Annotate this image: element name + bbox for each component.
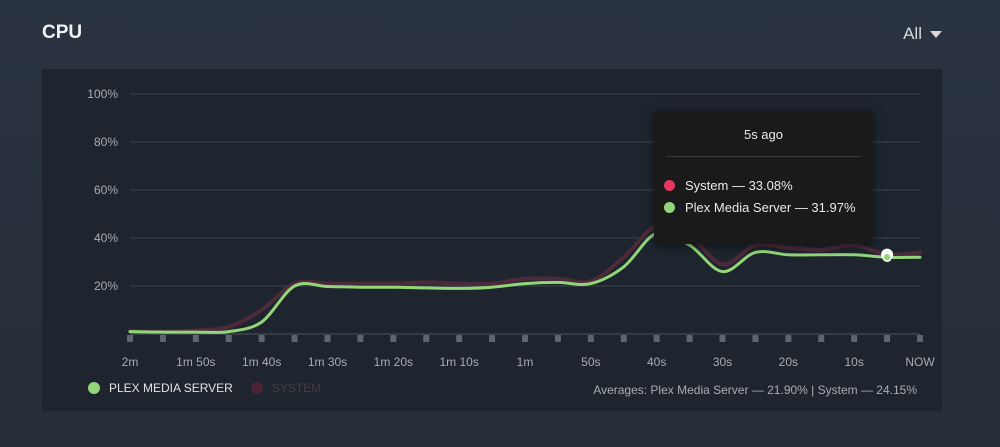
x-tick-marker [653, 335, 660, 342]
x-tick-marker [752, 335, 759, 342]
tooltip-system-value: System — 33.08% [685, 178, 793, 193]
x-tick-marker [851, 335, 858, 342]
x-tick-marker [357, 335, 364, 342]
plex-legend-dot-icon [88, 382, 100, 394]
x-tick-marker [522, 335, 528, 342]
y-tick-label: 100% [87, 87, 118, 101]
x-tick-marker [291, 335, 298, 342]
x-tick-marker [587, 335, 594, 342]
series-line-system [128, 223, 922, 334]
system-dot-icon [664, 180, 675, 191]
x-tick-label: 1m 40s [242, 355, 281, 369]
x-tick-label: 1m 50s [176, 355, 215, 369]
x-tick-marker [159, 335, 166, 342]
x-tick-label: 2m [122, 355, 139, 369]
y-tick-label: 80% [94, 135, 118, 149]
x-tick-label: 1m 30s [308, 355, 347, 369]
x-tick-label: 1m 20s [374, 355, 413, 369]
x-tick-marker [818, 335, 825, 342]
hover-point-plex [882, 252, 892, 263]
x-tick-marker [686, 335, 693, 342]
range-filter-label: All [903, 24, 922, 43]
x-tick-marker [489, 335, 496, 342]
range-filter-dropdown[interactable]: All [903, 24, 942, 44]
x-tick-marker [719, 335, 726, 342]
legend-label-plex: PLEX MEDIA SERVER [109, 381, 233, 395]
legend-item-plex[interactable]: PLEX MEDIA SERVER [88, 381, 233, 395]
x-tick-marker [258, 335, 265, 342]
x-tick-label: 1m 10s [439, 355, 478, 369]
x-tick-marker [390, 335, 397, 342]
x-tick-label: 40s [647, 355, 666, 369]
plex-dot-icon [664, 202, 675, 213]
legend-item-system[interactable]: SYSTEM [250, 381, 322, 395]
x-tick-label: 50s [581, 355, 600, 369]
x-tick-marker [192, 335, 199, 342]
caret-down-icon [930, 30, 942, 38]
system-legend-dot-icon [250, 382, 263, 394]
chart-tooltip: 5s ago System — 33.08% Plex Media Server… [654, 111, 873, 244]
x-tick-marker [127, 335, 133, 342]
x-tick-marker [620, 335, 627, 342]
x-tick-label: 30s [713, 355, 732, 369]
series-line-plex [128, 230, 922, 334]
x-tick-label: 10s [844, 355, 863, 369]
x-tick-label: NOW [905, 355, 935, 369]
y-tick-label: 60% [94, 183, 118, 197]
cpu-line-chart: 20% 40% 60% 80% 100% 2m 1m 50s 1m 40s 1m 30s 1m 2… [87, 87, 935, 369]
x-tick-label: 20s [779, 355, 798, 369]
x-tick-label: 1m [517, 355, 534, 369]
tooltip-row-system: System — 33.08% [664, 178, 793, 193]
y-tick-label: 40% [94, 231, 118, 245]
legend-label-system: SYSTEM [271, 381, 322, 395]
x-tick-marker [917, 335, 923, 342]
averages-text: Averages: Plex Media Server — 21.90% | S… [593, 383, 917, 397]
x-tick-marker [884, 335, 891, 342]
x-tick-marker [456, 335, 463, 342]
x-tick-marker [785, 335, 792, 342]
x-tick-marker [225, 335, 232, 342]
chart-legend: PLEX MEDIA SERVER SYSTEM [88, 381, 321, 395]
page-title: CPU [42, 22, 83, 43]
x-tick-marker [554, 335, 561, 342]
x-tick-marker [324, 335, 331, 342]
tooltip-row-plex: Plex Media Server — 31.97% [664, 200, 856, 215]
tooltip-title: 5s ago [743, 127, 784, 142]
tooltip-divider [666, 156, 861, 157]
y-tick-label: 20% [94, 279, 118, 293]
x-tick-marker [423, 335, 430, 342]
tooltip-plex-value: Plex Media Server — 31.97% [685, 200, 856, 215]
